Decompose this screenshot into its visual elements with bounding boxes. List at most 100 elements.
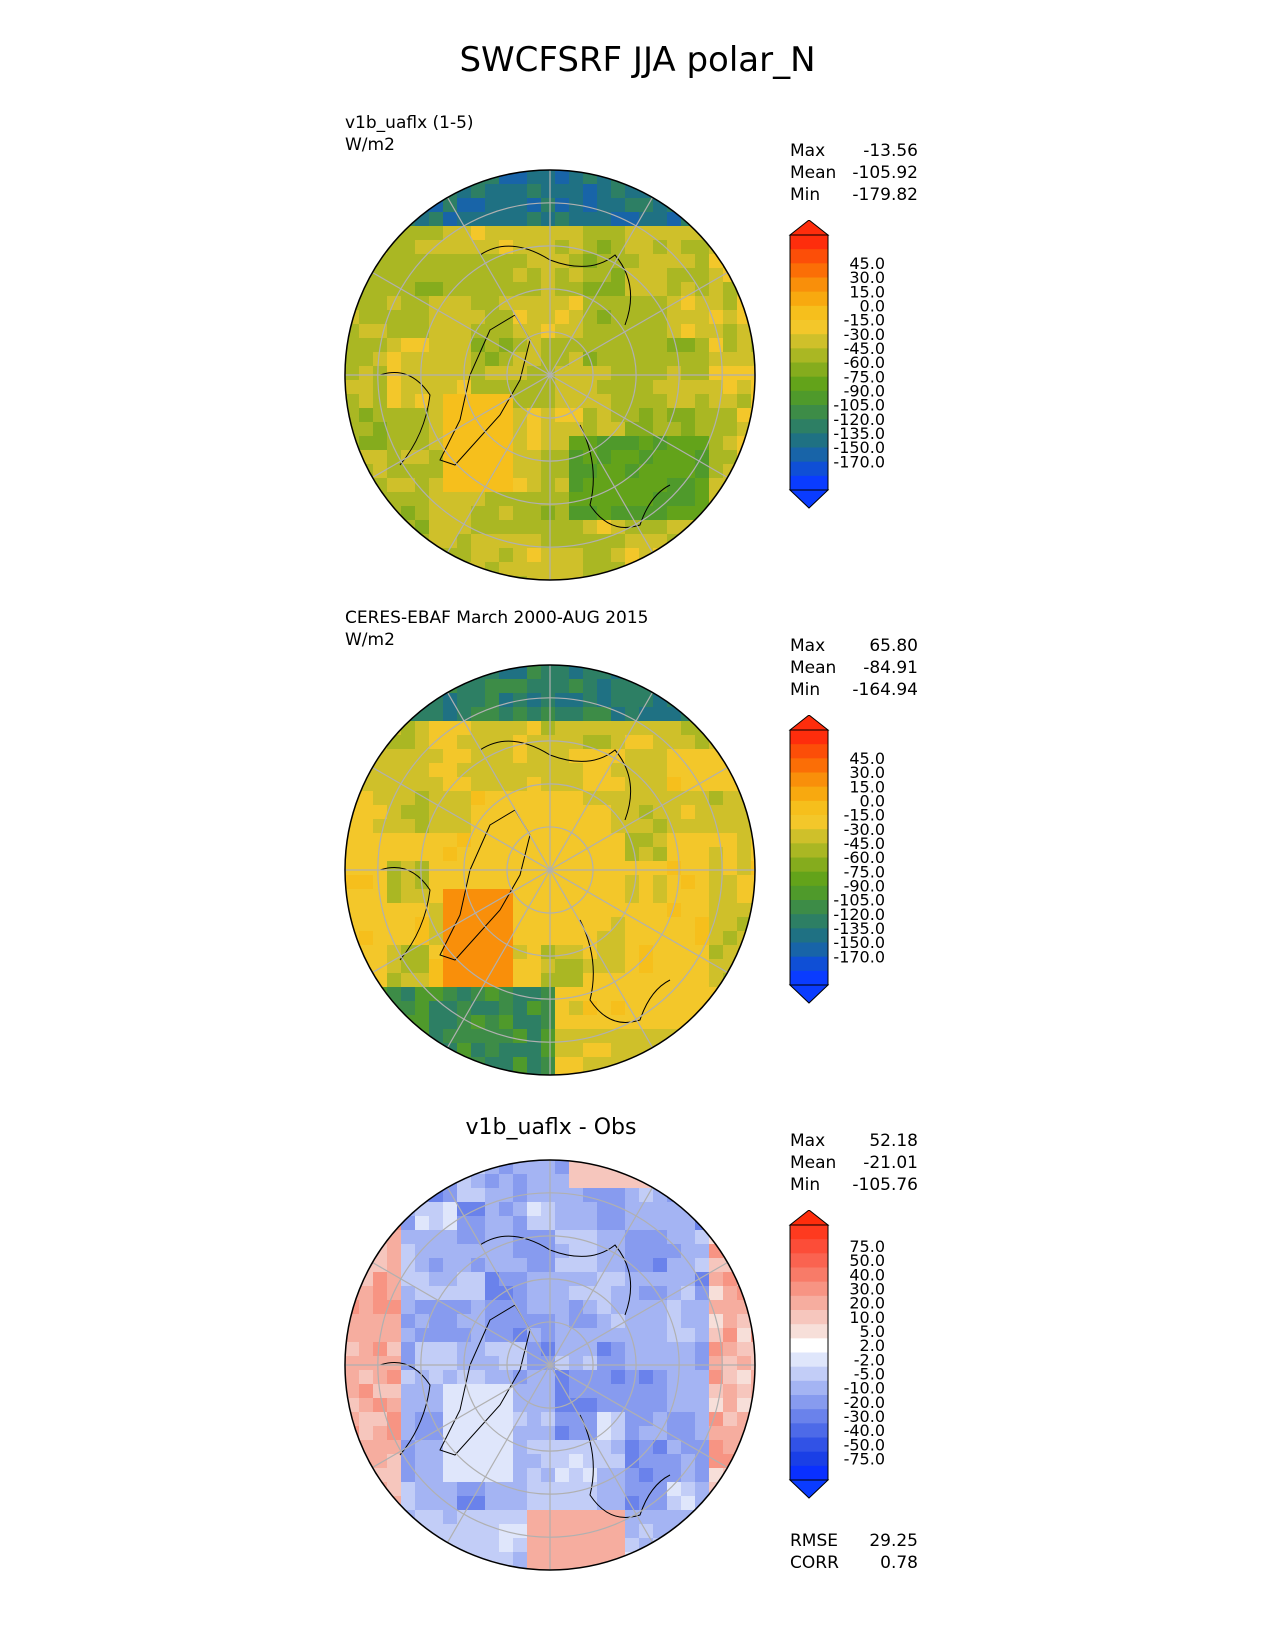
field-cell	[443, 506, 458, 521]
field-cell	[401, 212, 416, 227]
field-cell	[387, 450, 402, 465]
field-cell	[359, 380, 374, 395]
field-cell	[443, 1384, 458, 1399]
field-cell	[597, 240, 612, 255]
field-cell	[415, 763, 430, 778]
field-cell	[555, 548, 570, 563]
colorbar-swatch	[790, 970, 828, 986]
field-cell	[751, 1356, 755, 1371]
field-cell	[359, 889, 374, 904]
field-cell	[681, 394, 696, 409]
colorbar-tick-label: -90.0	[844, 382, 885, 401]
field-cell	[387, 380, 402, 395]
field-cell	[625, 1356, 640, 1371]
field-cell	[611, 1370, 626, 1385]
field-cell	[695, 1356, 710, 1371]
field-cell	[387, 987, 402, 1002]
field-cell	[471, 198, 486, 213]
field-cell	[429, 875, 444, 890]
field-cell	[639, 819, 654, 834]
colorbar-tick-label: 10.0	[849, 1308, 885, 1327]
field-cell	[723, 408, 738, 423]
field-cell	[653, 240, 668, 255]
field-cell	[527, 198, 542, 213]
field-cell	[653, 422, 668, 437]
colorbar-tick-label: -30.0	[844, 1407, 885, 1426]
field-cell	[513, 679, 528, 694]
field-cell	[471, 1398, 486, 1413]
field-cell	[541, 1398, 556, 1413]
field-cell	[681, 861, 696, 876]
figure-title: SWCFSRF JJA polar_N	[459, 40, 816, 80]
field-cell	[695, 240, 710, 255]
field-cell	[485, 1328, 500, 1343]
field-cell	[401, 296, 416, 311]
field-cell	[499, 1174, 514, 1189]
field-cell	[457, 1398, 472, 1413]
field-cell	[499, 805, 514, 820]
field-cell	[485, 819, 500, 834]
coastline	[579, 1414, 671, 1518]
field-cell	[709, 1496, 724, 1511]
field-cell	[443, 394, 458, 409]
field-cell	[541, 1524, 556, 1539]
field-cell	[695, 987, 710, 1002]
field-cell	[625, 338, 640, 353]
field-cell	[597, 1538, 612, 1553]
field-cell	[541, 464, 556, 479]
stat-min: Min -105.76	[790, 1175, 918, 1195]
field-cell	[751, 931, 755, 946]
field-cell	[359, 1412, 374, 1427]
field-cell	[401, 1482, 416, 1497]
field-cell	[555, 959, 570, 974]
field-cell	[485, 366, 500, 381]
field-cell	[513, 324, 528, 339]
field-cell	[653, 917, 668, 932]
field-cell	[401, 324, 416, 339]
field-cell	[695, 478, 710, 493]
field-cell	[653, 1286, 668, 1301]
field-cell	[569, 735, 584, 750]
colorbar-extend-top	[788, 220, 830, 236]
field-cell	[429, 1216, 444, 1231]
field-cell	[485, 394, 500, 409]
field-cell	[415, 254, 430, 269]
field-cell	[625, 945, 640, 960]
field-cell	[527, 1272, 542, 1287]
field-cells	[345, 1160, 755, 1570]
field-cell	[597, 184, 612, 199]
field-cell	[555, 422, 570, 437]
field-cell	[695, 1398, 710, 1413]
field-cell	[597, 506, 612, 521]
field-cell	[555, 749, 570, 764]
field-cell	[583, 1057, 598, 1072]
field-cell	[387, 903, 402, 918]
colorbar-tick-label: -15.0	[844, 806, 885, 825]
field-cell	[569, 324, 584, 339]
field-cell	[457, 1230, 472, 1245]
field-cell	[569, 1496, 584, 1511]
colorbar-tick-label: -105.0	[833, 891, 885, 910]
field-cell	[485, 1398, 500, 1413]
field-cell	[499, 665, 514, 680]
field-cell	[597, 422, 612, 437]
field-cell	[359, 394, 374, 409]
field-cell	[527, 763, 542, 778]
field-cell	[639, 324, 654, 339]
field-cell	[667, 959, 682, 974]
field-cell	[681, 226, 696, 241]
colorbar-tick-label: 2.0	[860, 1336, 885, 1355]
field-cell	[387, 1015, 402, 1030]
field-cell	[653, 408, 668, 423]
field-cell	[457, 1001, 472, 1016]
field-cell	[695, 366, 710, 381]
field-cell	[443, 268, 458, 283]
field-cell	[723, 450, 738, 465]
field-cell	[415, 735, 430, 750]
field-cell	[457, 1029, 472, 1044]
field-cell	[653, 450, 668, 465]
field-cell	[541, 1566, 556, 1570]
field-cell	[611, 198, 626, 213]
field-cell	[457, 1188, 472, 1203]
field-cell	[485, 548, 500, 563]
